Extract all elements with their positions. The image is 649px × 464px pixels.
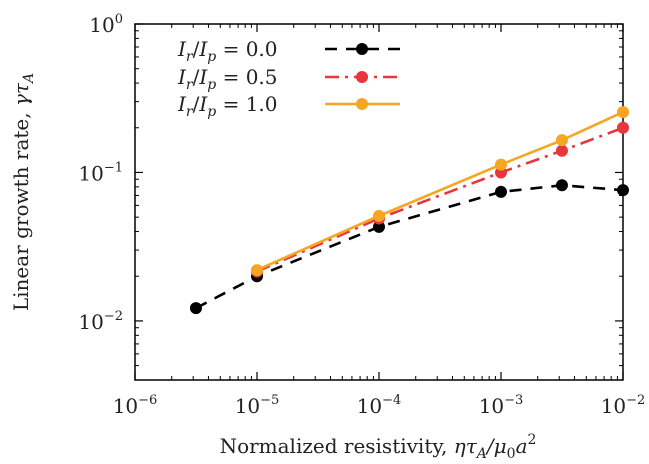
y-tick-label: 100 xyxy=(89,12,123,37)
x-tick-label: 10−5 xyxy=(235,393,280,418)
data-point xyxy=(617,121,629,134)
y-tick-label: 10−2 xyxy=(78,309,123,334)
series-2 xyxy=(251,106,629,277)
series-line xyxy=(256,126,624,273)
series-line xyxy=(256,110,624,272)
data-point xyxy=(373,209,385,222)
data-point xyxy=(189,302,202,315)
y-axis-label: Linear growth rate, γτA xyxy=(9,73,37,311)
data-point xyxy=(555,179,568,192)
data-point xyxy=(495,158,507,171)
x-tick-label: 10−6 xyxy=(113,393,158,418)
x-tick-label: 10−3 xyxy=(479,393,524,418)
series-0 xyxy=(189,179,629,315)
data-point xyxy=(617,106,629,119)
data-point xyxy=(555,134,568,147)
legend-label: Ir/Ip = 0.0 xyxy=(177,37,278,65)
series-group xyxy=(189,106,629,315)
data-point xyxy=(495,185,507,198)
x-tick-label: 10−2 xyxy=(601,393,646,418)
x-axis-label: Normalized resistivity, ητA/μ0a2 xyxy=(220,432,537,462)
series-1 xyxy=(251,121,629,278)
legend-swatch-marker xyxy=(356,71,368,83)
legend-swatch-marker xyxy=(356,98,368,110)
legend: Ir/Ip = 0.0Ir/Ip = 0.5Ir/Ip = 1.0 xyxy=(177,37,400,120)
data-point xyxy=(251,264,263,277)
data-point xyxy=(373,220,385,233)
legend-label: Ir/Ip = 0.5 xyxy=(177,65,278,93)
legend-label: Ir/Ip = 1.0 xyxy=(177,92,278,120)
series-line xyxy=(195,183,624,310)
axes: 10−6 10−5 10−4 10−3 10−2 10−2 10−1 100 xyxy=(78,12,645,418)
data-point xyxy=(555,144,568,157)
x-tick-label: 10−4 xyxy=(357,393,402,418)
y-tick-label: 10−1 xyxy=(78,160,123,185)
legend-swatch-marker xyxy=(356,43,368,55)
data-point xyxy=(617,184,629,197)
